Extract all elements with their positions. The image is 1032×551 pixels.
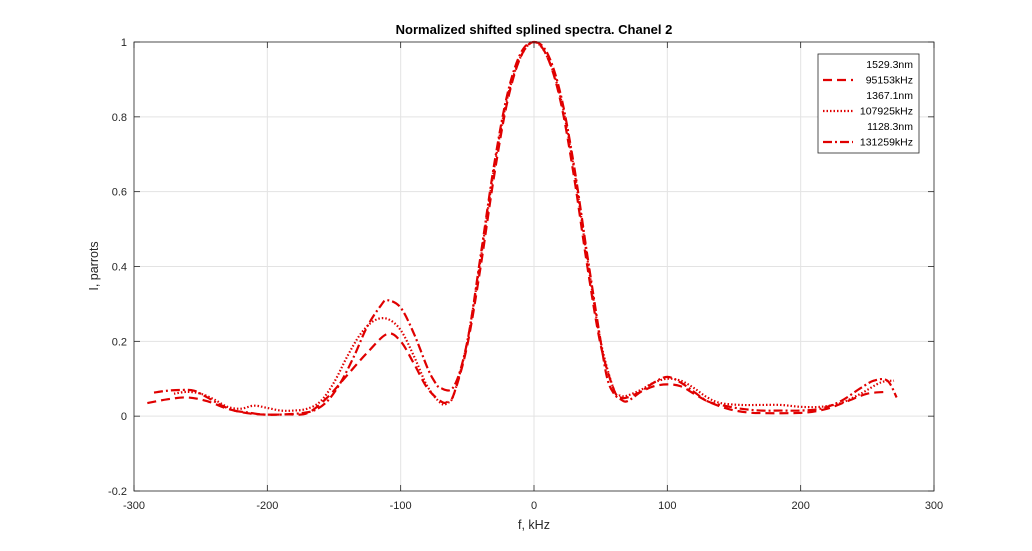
y-tick-label: 0 — [121, 411, 127, 423]
plot-area: -300 -200 -100 0 100 200 300 -0.2 0 0.2 0.4 0.6 0.8 1 — [108, 37, 943, 512]
x-tick-label: -200 — [256, 500, 278, 512]
chart-title: Normalized shifted splined spectra. Chan… — [396, 22, 673, 37]
x-tick-label: -300 — [123, 500, 145, 512]
y-tick-label: -0.2 — [108, 486, 127, 498]
y-axis-label: I, parrots — [87, 241, 101, 290]
x-tick-label: 300 — [925, 500, 943, 512]
series-line-3 — [153, 40, 898, 416]
y-tick-label: 0.4 — [112, 262, 127, 274]
y-tick-label: 0.2 — [112, 336, 127, 348]
y-tick-label: 0.8 — [112, 112, 127, 124]
legend-entry-line1: 1367.1nm — [866, 90, 913, 102]
x-tick-label: -100 — [390, 500, 412, 512]
y-tick-label: 1 — [121, 37, 127, 49]
legend-entry-line2: 107925kHz — [860, 106, 913, 118]
legend-entry-line1: 1529.3nm — [866, 59, 913, 71]
legend-entry-line2: 95153kHz — [866, 75, 913, 87]
legend: 1529.3nm 95153kHz 1367.1nm 107925kHz 1128.3n… — [817, 53, 920, 154]
legend-box — [817, 53, 920, 154]
ticks: -300 -200 -100 0 100 200 300 -0.2 0 0.2 0.4 0.6 0.8 1 — [108, 37, 943, 512]
x-tick-label: 100 — [658, 500, 676, 512]
y-tick-label: 0.6 — [112, 187, 127, 199]
legend-entry-line1: 1128.3nm — [867, 121, 913, 133]
x-axis-label: f, kHz — [518, 518, 550, 532]
x-tick-label: 200 — [791, 500, 809, 512]
series-layer — [147, 40, 898, 416]
x-tick-label: 0 — [531, 500, 537, 512]
legend-entry-line2: 131259kHz — [860, 137, 913, 149]
